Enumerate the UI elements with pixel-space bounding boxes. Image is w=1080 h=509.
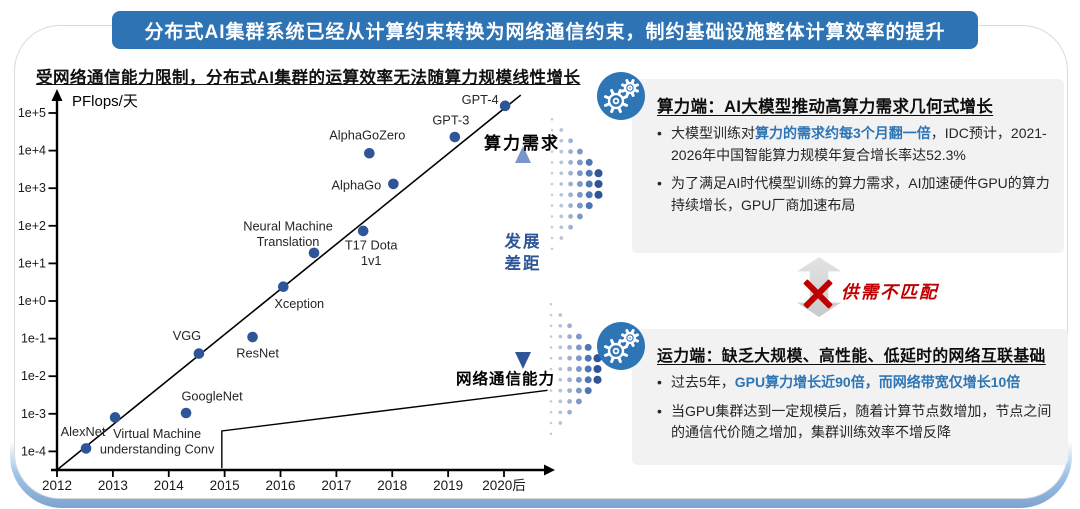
- bullet-text: ，IDC预计，2021-2026年中国智能算力规模年复合增长率达52.3%: [671, 125, 1047, 163]
- supply-panel: 算力端：AI大模型推动高算力需求几何式增长 大模型训练对算力的需求约每3个月翻一…: [632, 79, 1064, 253]
- bullet-text: 当GPU集群达到一定规模后，随着计算节点数增加，节点之间的通信代价随之增加，集群…: [671, 402, 1052, 441]
- bullet-highlight-text: 算力的需求约每3个月翻一倍: [755, 125, 931, 141]
- bullet-item: 过去5年，GPU算力增长近90倍，而网络带宽仅增长10倍: [656, 372, 1054, 394]
- red-cross-icon: [800, 276, 836, 312]
- bullet-item: 大模型训练对算力的需求约每3个月翻一倍，IDC预计，2021-2026年中国智能…: [656, 123, 1050, 166]
- bullet-item: 当GPU集群达到一定规模后，随着计算节点数增加，节点之间的通信代价随之增加，集群…: [656, 401, 1054, 444]
- banner-title: 分布式AI集群系统已经从计算约束转换为网络通信约束，制约基础设施整体计算效率的提…: [144, 21, 946, 43]
- bullet-text: 为了满足AI时代模型训练的算力需求，AI加速硬件GPU的算力持续增长，GPU厂商…: [671, 175, 1050, 214]
- bullet-text: 过去5年，: [671, 374, 735, 390]
- bullet-item: 为了满足AI时代模型训练的算力需求，AI加速硬件GPU的算力持续增长，GPU厂商…: [656, 173, 1050, 216]
- network-line-label: 网络通信能力: [456, 371, 556, 388]
- transport-bullet-list: 过去5年，GPU算力增长近90倍，而网络带宽仅增长10倍当GPU集群达到一定规模…: [656, 372, 1054, 444]
- transport-panel-heading: 运力端：缺乏大规模、高性能、低延时的网络互联基础: [657, 348, 1046, 365]
- demand-line-label: 算力需求: [484, 134, 560, 153]
- transport-panel: 运力端：缺乏大规模、高性能、低延时的网络互联基础 过去5年，GPU算力增长近90…: [632, 329, 1068, 465]
- y-axis-label: PFlops/天: [72, 93, 138, 110]
- bullet-text: 大模型训练对: [671, 125, 755, 141]
- supply-panel-heading: 算力端：AI大模型推动高算力需求几何式增长: [657, 98, 994, 116]
- mismatch-label: 供需不匹配: [841, 282, 939, 302]
- gap-arrow-label: 发展 差距: [500, 231, 546, 276]
- chart-title: 受网络通信能力限制，分布式AI集群的运算效率无法随算力规模线性增长: [36, 69, 581, 87]
- bullet-highlight-text: GPU算力增长近90倍，而网络带宽仅增长10倍: [734, 374, 1021, 390]
- title-banner: 分布式AI集群系统已经从计算约束转换为网络通信约束，制约基础设施整体计算效率的提…: [112, 11, 978, 49]
- supply-bullet-list: 大模型训练对算力的需求约每3个月翻一倍，IDC预计，2021-2026年中国智能…: [656, 123, 1050, 217]
